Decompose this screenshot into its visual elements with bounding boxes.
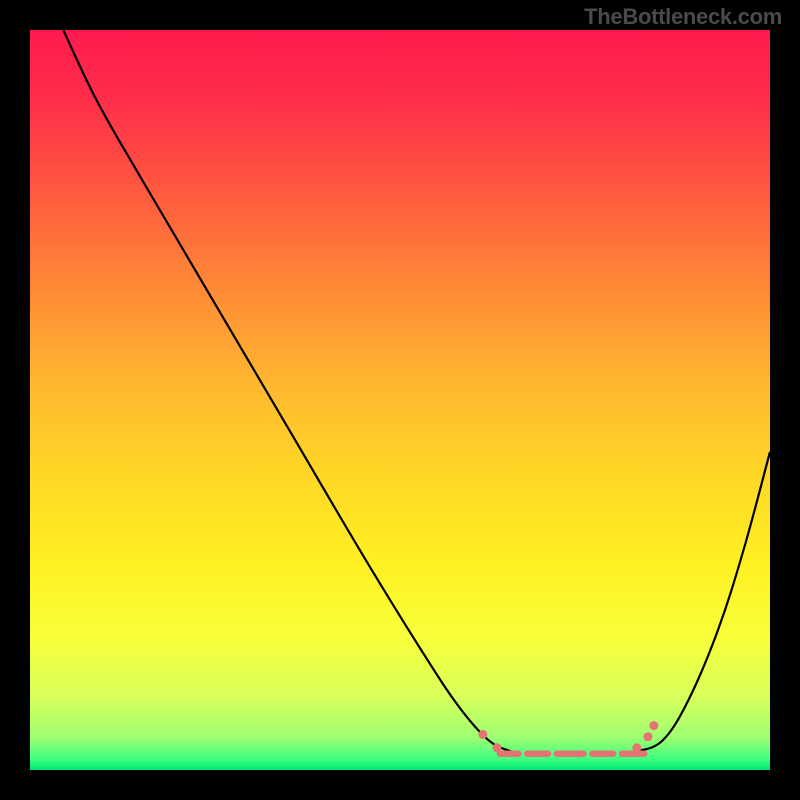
watermark-text: TheBottleneck.com xyxy=(584,4,782,30)
plot-area xyxy=(30,30,770,770)
gradient-background xyxy=(30,30,770,770)
